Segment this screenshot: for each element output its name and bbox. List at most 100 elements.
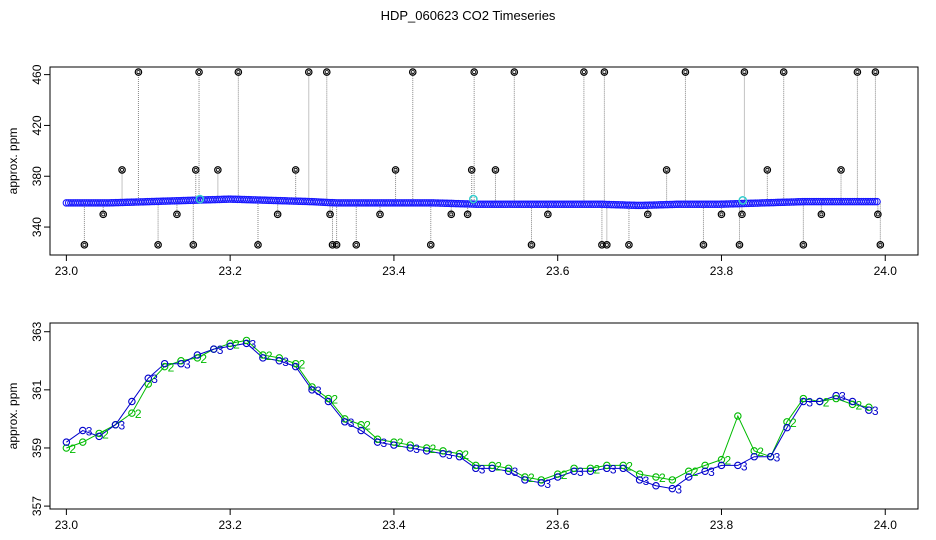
series-point bbox=[242, 336, 251, 345]
outlier-point-inner bbox=[465, 212, 470, 217]
highlight-point bbox=[738, 196, 748, 205]
series-marker-label: 3 bbox=[479, 462, 486, 476]
series-point bbox=[603, 461, 611, 470]
series-marker-label: 2 bbox=[430, 442, 437, 456]
series-point bbox=[193, 351, 202, 359]
series-point bbox=[275, 354, 284, 362]
outlier-point bbox=[304, 68, 313, 76]
series-marker-label: 3 bbox=[86, 425, 93, 439]
outlier-point-inner bbox=[581, 70, 586, 75]
y-tick-label: 380 bbox=[30, 166, 44, 186]
series-marker-label: 3 bbox=[610, 462, 617, 476]
x-tick-label: 23.2 bbox=[218, 264, 242, 278]
x-tick-label: 23.0 bbox=[55, 518, 79, 532]
series-point bbox=[504, 467, 513, 475]
series-marker-label: 2 bbox=[692, 465, 699, 479]
bottom-panel: 23.0 23.2 23.4 23.6 23.8 24.0 357 359 361 363 appr… bbox=[6, 321, 919, 532]
series-marker-label: 2 bbox=[364, 419, 371, 433]
outlier-point bbox=[740, 68, 749, 76]
outlier-point bbox=[352, 241, 361, 249]
x-tick-label: 24.0 bbox=[874, 264, 898, 278]
baseline-point bbox=[873, 197, 881, 206]
outlier-point bbox=[426, 241, 435, 249]
outlier-point bbox=[234, 68, 243, 76]
outlier-point-inner bbox=[136, 70, 141, 75]
series-marker-label: 3 bbox=[872, 404, 879, 418]
series-point bbox=[570, 467, 578, 475]
series-point bbox=[406, 444, 415, 452]
outlier-point-inner bbox=[82, 242, 87, 247]
outlier-point-inner bbox=[683, 70, 688, 75]
series-point bbox=[144, 374, 153, 382]
series-point bbox=[193, 354, 202, 362]
plot-frame bbox=[49, 322, 919, 510]
series-point bbox=[635, 470, 644, 478]
series-point bbox=[95, 432, 103, 441]
y-axis-label: approx. ppm bbox=[6, 383, 20, 450]
series-point bbox=[865, 406, 873, 414]
outlier-point-inner bbox=[737, 242, 742, 247]
outlier-point-inner bbox=[664, 167, 669, 172]
page-title: HDP_060623 CO2 Timeseries bbox=[380, 8, 556, 23]
outlier-point-inner bbox=[529, 242, 534, 247]
outlier-point-inner bbox=[873, 70, 878, 75]
series-marker-label: 3 bbox=[217, 343, 224, 357]
outlier-point bbox=[600, 68, 609, 76]
outlier-point bbox=[779, 68, 788, 76]
series-point bbox=[291, 362, 300, 371]
outlier-point bbox=[391, 166, 400, 174]
outlier-point-inner bbox=[174, 212, 179, 217]
series-point bbox=[521, 476, 529, 484]
series-point bbox=[488, 464, 496, 473]
series-point bbox=[406, 441, 415, 449]
outlier-point bbox=[322, 68, 331, 76]
outlier-point-inner bbox=[275, 212, 280, 217]
outlier-point-inner bbox=[156, 242, 161, 247]
series-marker-label: 2 bbox=[69, 442, 76, 456]
series-point bbox=[750, 452, 758, 461]
outlier-point-inner bbox=[193, 167, 198, 172]
outlier-point-inner bbox=[334, 242, 339, 247]
baseline-point bbox=[868, 197, 877, 206]
outlier-point bbox=[491, 166, 500, 174]
series-marker-label: 2 bbox=[462, 448, 469, 462]
series-point bbox=[586, 464, 595, 473]
outlier-point-inner bbox=[545, 212, 550, 217]
x-tick-label: 23.2 bbox=[218, 518, 242, 532]
outlier-point bbox=[643, 210, 652, 219]
series-point bbox=[79, 438, 87, 446]
outlier-point-inner bbox=[324, 70, 329, 75]
series-point bbox=[570, 464, 578, 473]
outlier-point bbox=[376, 210, 384, 219]
outlier-point-inner bbox=[469, 167, 474, 172]
outlier-point bbox=[447, 210, 456, 219]
outlier-point bbox=[470, 68, 478, 76]
series-point bbox=[717, 461, 726, 470]
series-marker-label: 2 bbox=[724, 454, 731, 468]
outlier-point-inner bbox=[801, 242, 806, 247]
series-marker-label: 2 bbox=[331, 393, 338, 407]
outlier-point-inner bbox=[449, 212, 454, 217]
x-tick-label: 23.6 bbox=[546, 518, 570, 532]
series-marker-label: 2 bbox=[823, 395, 830, 409]
series-marker-label: 3 bbox=[643, 474, 650, 488]
y-tick-label: 357 bbox=[30, 496, 44, 516]
y-tick-label: 359 bbox=[30, 438, 44, 458]
outlier-point bbox=[189, 241, 198, 249]
series-point bbox=[553, 473, 562, 481]
series-point bbox=[291, 359, 300, 368]
series-marker-label: 2 bbox=[626, 459, 633, 473]
outlier-point-inner bbox=[739, 212, 744, 217]
series-point bbox=[144, 380, 153, 388]
series-marker-label: 2 bbox=[102, 427, 109, 441]
outlier-point-inner bbox=[236, 70, 241, 75]
outlier-point bbox=[763, 166, 772, 174]
y-tick-label: 420 bbox=[30, 115, 44, 135]
series-point bbox=[521, 473, 529, 481]
series-point bbox=[472, 461, 480, 470]
series-point bbox=[766, 452, 775, 461]
series-marker-label: 3 bbox=[512, 465, 519, 479]
series-point bbox=[226, 342, 234, 350]
series-marker-label: 3 bbox=[741, 459, 748, 473]
